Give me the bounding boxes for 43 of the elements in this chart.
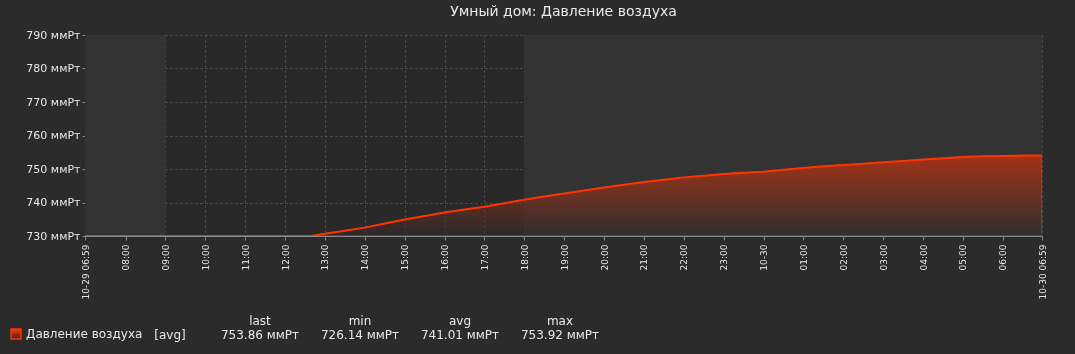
- x-tick-label: 12:00: [280, 244, 291, 271]
- y-tick-label: 740 ммРт: [26, 196, 82, 209]
- text: 741.01 ммРт: [419, 328, 501, 342]
- y-tick-label: 750 ммРт: [26, 162, 82, 176]
- x-tick-label: 10:00: [200, 244, 211, 271]
- x-tick-label: 13:00: [320, 244, 331, 271]
- x-tick-label: 14:00: [360, 244, 371, 271]
- x-tick-label: 05:00: [958, 244, 969, 271]
- text: 726.14 ммРт: [319, 328, 401, 342]
- legend-label: Давление воздуха: [26, 327, 143, 341]
- x-tick-label: 16:00: [440, 244, 451, 271]
- text: avg: [447, 314, 473, 328]
- x-tick-label: 10-29 06:59: [80, 244, 91, 300]
- x-tick-label: 03:00: [878, 244, 889, 271]
- text: [avg]: [154, 328, 186, 342]
- x-tick-label: 09:00: [160, 244, 171, 271]
- x-tick-label: 10-30: [759, 244, 770, 271]
- chart-title: Умный дом: Давление воздуха: [450, 3, 677, 19]
- x-tick-label: 17:00: [479, 244, 490, 271]
- x-tick-label: 18:00: [519, 244, 530, 271]
- y-tick-label: 790 ммРт: [26, 28, 82, 42]
- x-tick-label: 19:00: [559, 244, 570, 271]
- y-tick-label: 780 ммРт: [26, 62, 82, 75]
- y-tick-label: 770 ммРт: [26, 95, 82, 109]
- y-tick-label: 730 ммРт: [26, 229, 82, 243]
- x-tick-label: 11:00: [240, 244, 251, 271]
- x-tick-label: 08:00: [121, 244, 132, 271]
- x-tick-label: 22:00: [679, 244, 690, 271]
- x-tick-label: 15:00: [400, 244, 411, 271]
- text: 753.92 ммРт: [519, 328, 601, 342]
- text: last: [248, 314, 272, 328]
- x-tick-label: 21:00: [639, 244, 650, 271]
- x-tick-label: 04:00: [918, 244, 929, 271]
- x-tick-label: 23:00: [719, 244, 730, 271]
- y-tick-label: 760 ммРт: [26, 129, 82, 142]
- text: max: [545, 314, 575, 328]
- x-tick-label: 20:00: [599, 244, 610, 271]
- x-tick-label: 01:00: [798, 244, 809, 271]
- x-tick-label: 06:00: [998, 244, 1009, 271]
- text: 753.86 ммРт: [219, 328, 301, 342]
- x-tick-label: 02:00: [838, 244, 849, 271]
- x-tick-label: 10-30 06:59: [1037, 244, 1048, 300]
- text: min: [347, 314, 373, 328]
